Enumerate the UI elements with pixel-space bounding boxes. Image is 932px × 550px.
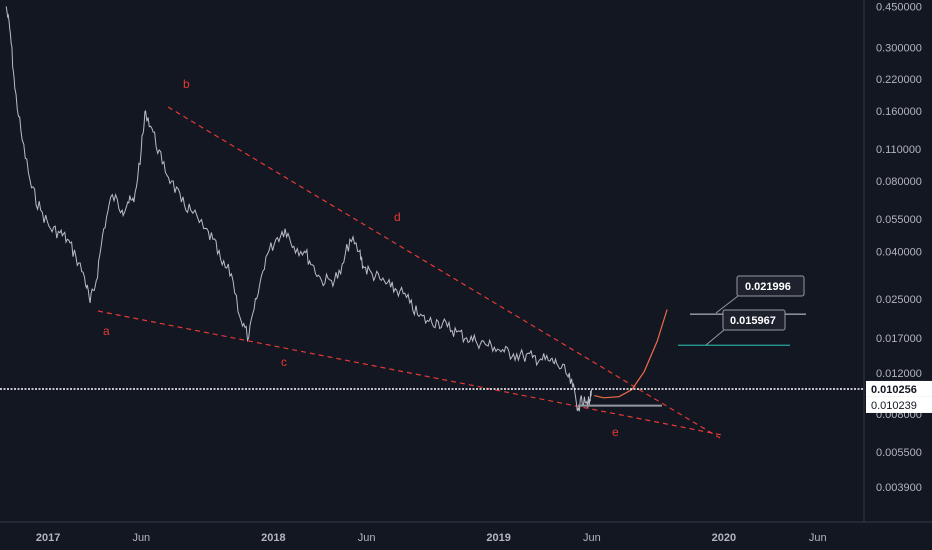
wave-label-c: c bbox=[281, 355, 287, 369]
price-tick-label: 0.017000 bbox=[876, 333, 922, 345]
time-tick-label: Jun bbox=[358, 532, 376, 544]
time-tick-label: 2018 bbox=[261, 532, 285, 544]
time-axis[interactable]: 2017 Jun 2018 Jun 2019 Jun 2020 Jun bbox=[36, 532, 827, 544]
price-tick-label: 0.300000 bbox=[876, 42, 922, 54]
time-tick-label: 2020 bbox=[712, 532, 736, 544]
lower-trendline bbox=[97, 310, 723, 436]
callout-pointer bbox=[715, 295, 739, 314]
target-value-upper: 0.021996 bbox=[745, 281, 791, 293]
price-tick-label: 0.040000 bbox=[876, 246, 922, 258]
support-price-tag: 0.010239 bbox=[866, 396, 932, 413]
price-tick-label: 0.005500 bbox=[876, 447, 922, 459]
callout-pointer bbox=[705, 329, 725, 346]
callout-box bbox=[722, 309, 786, 331]
time-tick-label: 2017 bbox=[36, 532, 60, 544]
price-tick-label: 0.055000 bbox=[876, 214, 922, 226]
price-tick-label: 0.220000 bbox=[876, 74, 922, 86]
time-tick-label: Jun bbox=[583, 532, 601, 544]
price-series-line bbox=[5, 6, 593, 412]
target-callout-upper[interactable]: 0.021996 bbox=[715, 275, 805, 314]
target-callout-lower[interactable]: 0.015967 bbox=[705, 309, 786, 346]
price-tick-label: 0.160000 bbox=[876, 106, 922, 118]
support-price-value: 0.010239 bbox=[871, 400, 917, 412]
wave-label-b: b bbox=[183, 77, 190, 91]
price-tick-label: 0.450000 bbox=[876, 1, 922, 13]
current-price-tag: 0.010256 bbox=[866, 380, 932, 397]
target-value-lower: 0.015967 bbox=[730, 315, 776, 327]
price-tick-label: 0.110000 bbox=[876, 144, 921, 156]
price-tick-label: 0.012000 bbox=[876, 368, 922, 380]
callout-box bbox=[736, 275, 805, 297]
time-tick-label: Jun bbox=[132, 532, 150, 544]
current-price-value: 0.010256 bbox=[871, 384, 917, 396]
current-price-tag-bg bbox=[866, 380, 932, 397]
time-tick-label: Jun bbox=[809, 532, 827, 544]
wave-label-a: a bbox=[103, 324, 110, 338]
time-tick-label: 2019 bbox=[486, 532, 510, 544]
wave-label-e: e bbox=[612, 425, 619, 439]
price-tick-label: 0.003900 bbox=[876, 482, 922, 494]
wave-label-d: d bbox=[394, 210, 401, 224]
price-tick-label: 0.080000 bbox=[876, 176, 922, 188]
support-price-tag-bg bbox=[866, 396, 932, 413]
price-tick-label: 0.025000 bbox=[876, 294, 922, 306]
price-axis[interactable]: 0.450000 0.300000 0.220000 0.160000 0.110000… bbox=[876, 1, 922, 493]
